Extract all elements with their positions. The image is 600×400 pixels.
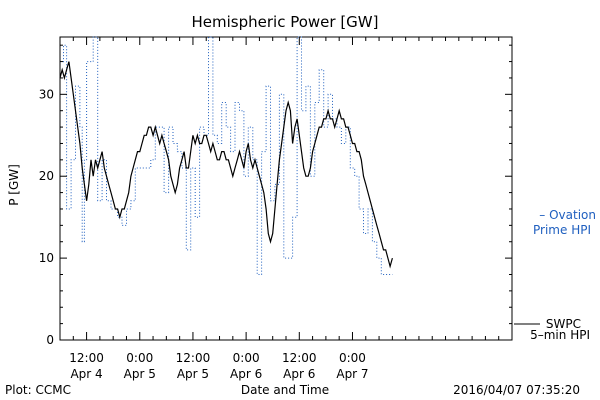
swpc-line — [59, 61, 393, 269]
x-tick-date: Apr 5 — [124, 367, 156, 381]
x-axis-label: Date and Time — [241, 383, 329, 397]
legend-ovation-line1: – Ovation — [539, 208, 596, 222]
swpc-series — [59, 61, 393, 269]
y-tick-label: 0 — [46, 333, 54, 347]
ovation-series — [60, 36, 393, 275]
y-axis-ticks: 0 10 20 30 — [39, 44, 512, 347]
x-tick-date: Apr 5 — [177, 367, 209, 381]
x-tick-date: Apr 7 — [336, 367, 368, 381]
y-tick-label: 20 — [39, 169, 54, 183]
x-tick-date: Apr 6 — [283, 367, 315, 381]
x-axis-ticks: 12:00 Apr 4 0:00 Apr 5 12:00 Apr 5 0:00 Apr 6 12… — [59, 37, 513, 381]
x-tick-time: 12:00 — [176, 351, 211, 365]
x-tick-date: Apr 6 — [230, 367, 262, 381]
plot-timestamp: 2016/04/07 07:35:20 — [453, 383, 580, 397]
plot-area-border — [59, 36, 513, 341]
plot-frame — [59, 36, 513, 341]
x-tick-time: 0:00 — [233, 351, 260, 365]
ovation-line — [60, 36, 393, 275]
x-tick-date: Apr 4 — [70, 367, 102, 381]
plot-credit: Plot: CCMC — [5, 383, 71, 397]
y-tick-label: 10 — [39, 251, 54, 265]
y-axis-label: P [GW] — [7, 164, 21, 206]
chart-title: Hemispheric Power [GW] — [192, 13, 379, 31]
x-tick-time: 0:00 — [126, 351, 153, 365]
legend-ovation-line2: Prime HPI — [533, 223, 591, 237]
legend-swpc-line1: SWPC — [546, 317, 581, 331]
legend-swpc-line2: 5–min HPI — [530, 328, 590, 342]
x-tick-time: 0:00 — [339, 351, 366, 365]
x-tick-time: 12:00 — [69, 351, 104, 365]
x-tick-time: 12:00 — [282, 351, 317, 365]
y-tick-label: 30 — [39, 87, 54, 101]
